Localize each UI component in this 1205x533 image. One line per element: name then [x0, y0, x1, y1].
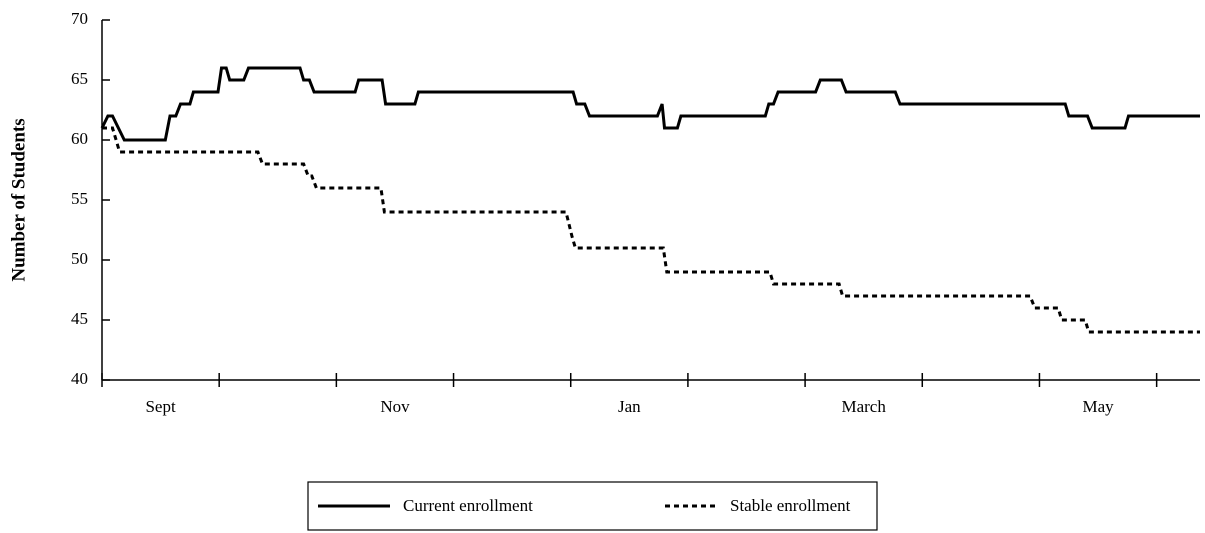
x-tick-label: May — [1082, 397, 1114, 416]
x-tick-label: Jan — [618, 397, 641, 416]
x-tick-label: Sept — [145, 397, 176, 416]
y-tick-label: 50 — [71, 249, 88, 268]
x-tick-label: March — [841, 397, 886, 416]
legend-label: Stable enrollment — [730, 496, 851, 515]
series-line — [102, 126, 1200, 334]
y-tick-label: 65 — [71, 69, 88, 88]
x-tick-label: Nov — [380, 397, 410, 416]
y-tick-label: 45 — [71, 309, 88, 328]
y-tick-label: 60 — [71, 129, 88, 148]
y-tick-label: 55 — [71, 189, 88, 208]
y-tick-label: 40 — [71, 369, 88, 388]
y-tick-label: 70 — [71, 9, 88, 28]
series-line — [100, 66, 1200, 142]
y-axis-label: Number of Students — [8, 118, 29, 281]
legend-label: Current enrollment — [403, 496, 533, 515]
legend-box — [307, 481, 878, 531]
